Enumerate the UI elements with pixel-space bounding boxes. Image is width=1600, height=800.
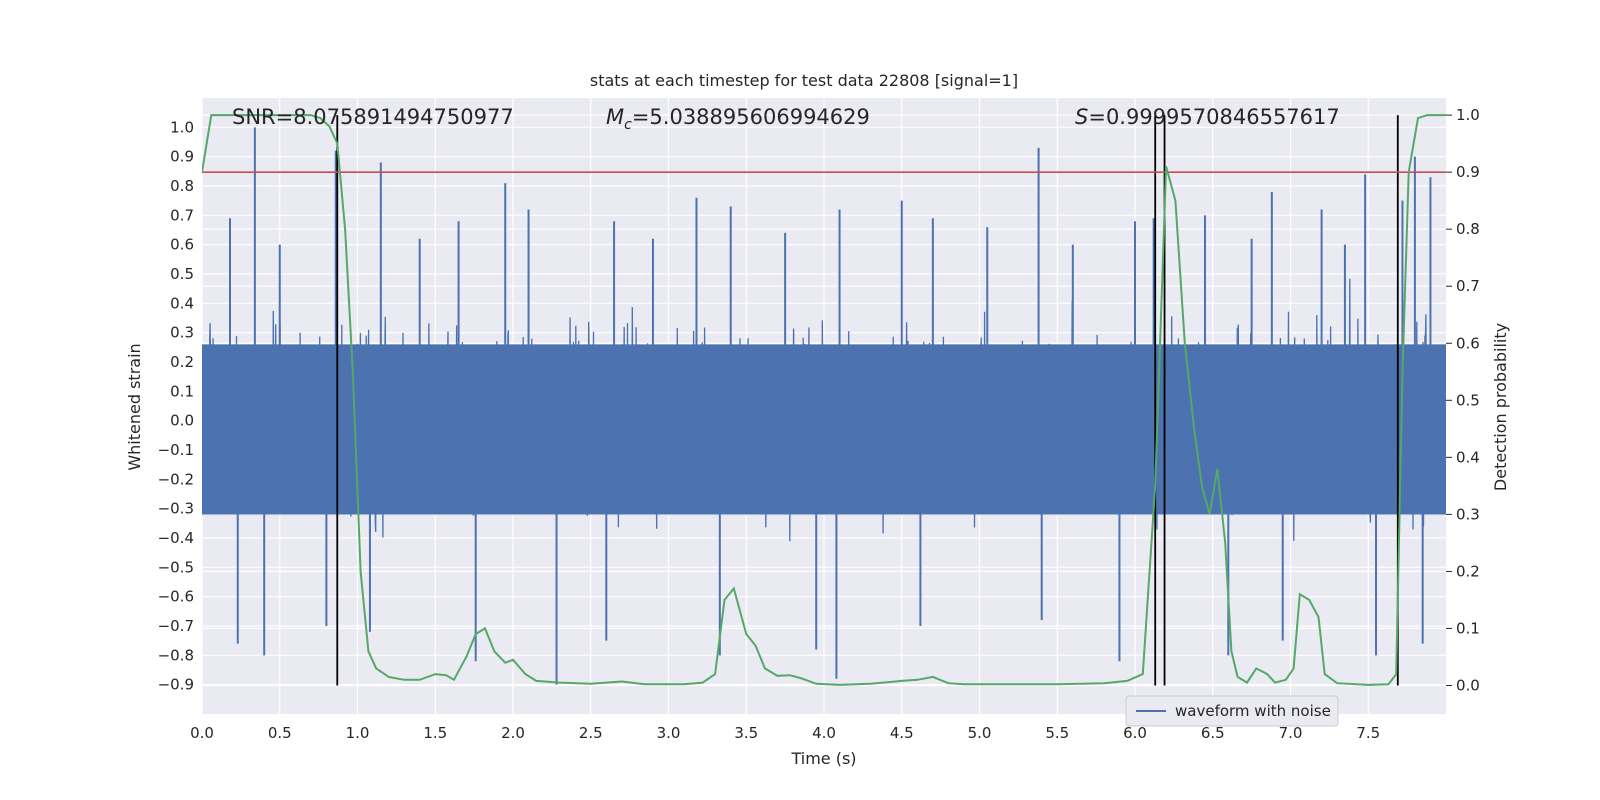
x-tick-label: 4.0 [812, 724, 836, 742]
y-left-tick-label: −0.8 [158, 646, 194, 664]
x-axis-label: Time (s) [790, 749, 856, 768]
y-right-tick-label: 0.1 [1456, 619, 1480, 637]
waveform-dense-band [202, 344, 1446, 515]
x-tick-label: 6.5 [1201, 724, 1225, 742]
x-tick-label: 0.0 [190, 724, 214, 742]
y-left-tick-label: −0.7 [158, 617, 194, 635]
snr-annotation: SNR=8.075891494750977 [232, 105, 514, 129]
y-left-tick-label: −0.9 [158, 676, 194, 694]
y-left-tick-label: 0.8 [170, 177, 194, 195]
chart-title: stats at each timestep for test data 228… [590, 71, 1018, 90]
s-annotation: S=0.9999570846557617 [1075, 105, 1340, 129]
y-left-axis-label: Whitened strain [125, 343, 144, 470]
x-tick-label: 3.0 [657, 724, 681, 742]
y-right-tick-label: 0.6 [1456, 334, 1480, 352]
y-right-tick-label: 0.4 [1456, 448, 1480, 466]
y-left-tick-label: 0.1 [170, 382, 194, 400]
x-tick-label: 1.5 [423, 724, 447, 742]
y-right-axis-label: Detection probability [1491, 323, 1510, 491]
y-right-tick-label: 0.8 [1456, 220, 1480, 238]
y-left-tick-label: −0.1 [158, 441, 194, 459]
y-right-axis-ticks: 1.0 0.9 0.8 0.7 0.6 0.5 0.4 0.3 0.2 0.1 0.0 [1446, 106, 1480, 694]
legend-entry: waveform with noise [1175, 702, 1331, 720]
detection-probability-line [202, 114, 1446, 686]
x-tick-label: 6.0 [1123, 724, 1147, 742]
mc-symbol: M [606, 105, 624, 129]
legend: waveform with noise [1125, 695, 1339, 727]
y-right-tick-label: 1.0 [1456, 106, 1480, 124]
y-left-tick-label: 0.4 [170, 294, 194, 312]
y-left-tick-label: 0.6 [170, 236, 194, 254]
y-left-tick-label: −0.6 [158, 588, 194, 606]
y-left-tick-label: 1.0 [170, 118, 194, 136]
x-tick-label: 2.0 [501, 724, 525, 742]
x-tick-label: 2.5 [579, 724, 603, 742]
s-symbol: S [1075, 105, 1088, 129]
x-tick-label: 5.5 [1045, 724, 1069, 742]
y-left-tick-label: 0.0 [170, 412, 194, 430]
y-left-tick-label: −0.4 [158, 529, 194, 547]
waveform-series [202, 127, 1446, 685]
mc-subscript: c [624, 117, 632, 133]
x-tick-label: 7.0 [1279, 724, 1303, 742]
y-left-tick-label: −0.2 [158, 470, 194, 488]
y-left-tick-label: −0.3 [158, 500, 194, 518]
y-left-tick-label: 0.3 [170, 324, 194, 342]
y-left-axis-ticks: 1.0 0.9 0.8 0.7 0.6 0.5 0.4 0.3 0.2 0.1 0.0 −0.1 −0.… [158, 118, 194, 693]
x-tick-label: 1.0 [346, 724, 370, 742]
y-right-tick-label: 0.2 [1456, 562, 1480, 580]
y-left-tick-label: −0.5 [158, 558, 194, 576]
legend-box [1125, 695, 1339, 727]
y-left-tick-label: 0.7 [170, 206, 194, 224]
x-tick-label: 5.0 [968, 724, 992, 742]
y-right-tick-label: 0.0 [1456, 676, 1480, 694]
y-left-tick-label: 0.2 [170, 353, 194, 371]
y-right-tick-label: 0.7 [1456, 277, 1480, 295]
x-axis-ticks: 0.0 0.5 1.0 1.5 2.0 2.5 3.0 3.5 4.0 4.5 5.0 5.5 6.0 6… [190, 724, 1380, 742]
y-left-tick-label: 0.9 [170, 148, 194, 166]
y-left-tick-label: 0.5 [170, 265, 194, 283]
x-tick-label: 4.5 [890, 724, 914, 742]
x-tick-label: 7.5 [1356, 724, 1380, 742]
s-value: =0.9999570846557617 [1088, 105, 1339, 129]
x-tick-label: 0.5 [268, 724, 292, 742]
y-right-tick-label: 0.9 [1456, 163, 1480, 181]
y-right-tick-label: 0.3 [1456, 505, 1480, 523]
mc-annotation: Mc=5.038895606994629 [606, 105, 870, 133]
x-tick-label: 3.5 [734, 724, 758, 742]
mc-value: =5.038895606994629 [632, 105, 870, 129]
y-right-tick-label: 0.5 [1456, 391, 1480, 409]
